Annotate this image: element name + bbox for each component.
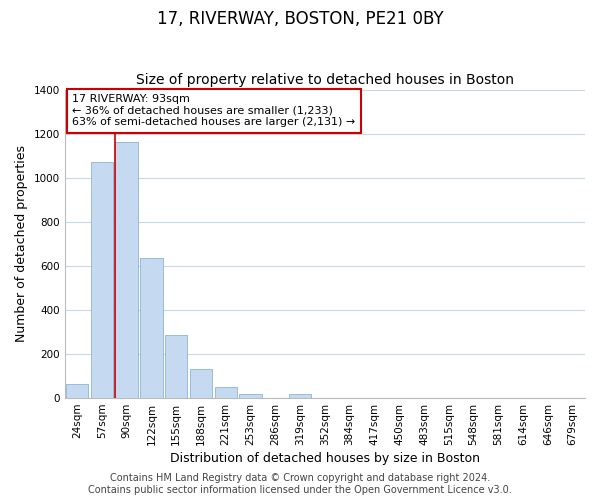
- Bar: [165, 336, 187, 398]
- Text: 17, RIVERWAY, BOSTON, PE21 0BY: 17, RIVERWAY, BOSTON, PE21 0BY: [157, 10, 443, 28]
- Text: Contains HM Land Registry data © Crown copyright and database right 2024.
Contai: Contains HM Land Registry data © Crown c…: [88, 474, 512, 495]
- X-axis label: Distribution of detached houses by size in Boston: Distribution of detached houses by size …: [170, 452, 480, 465]
- Bar: [140, 258, 163, 398]
- Bar: [289, 394, 311, 398]
- Bar: [239, 394, 262, 398]
- Bar: [115, 142, 138, 398]
- Bar: [190, 370, 212, 398]
- Text: 17 RIVERWAY: 93sqm
← 36% of detached houses are smaller (1,233)
63% of semi-deta: 17 RIVERWAY: 93sqm ← 36% of detached hou…: [73, 94, 356, 128]
- Title: Size of property relative to detached houses in Boston: Size of property relative to detached ho…: [136, 73, 514, 87]
- Bar: [91, 162, 113, 398]
- Bar: [66, 384, 88, 398]
- Y-axis label: Number of detached properties: Number of detached properties: [15, 146, 28, 342]
- Bar: [215, 388, 237, 398]
